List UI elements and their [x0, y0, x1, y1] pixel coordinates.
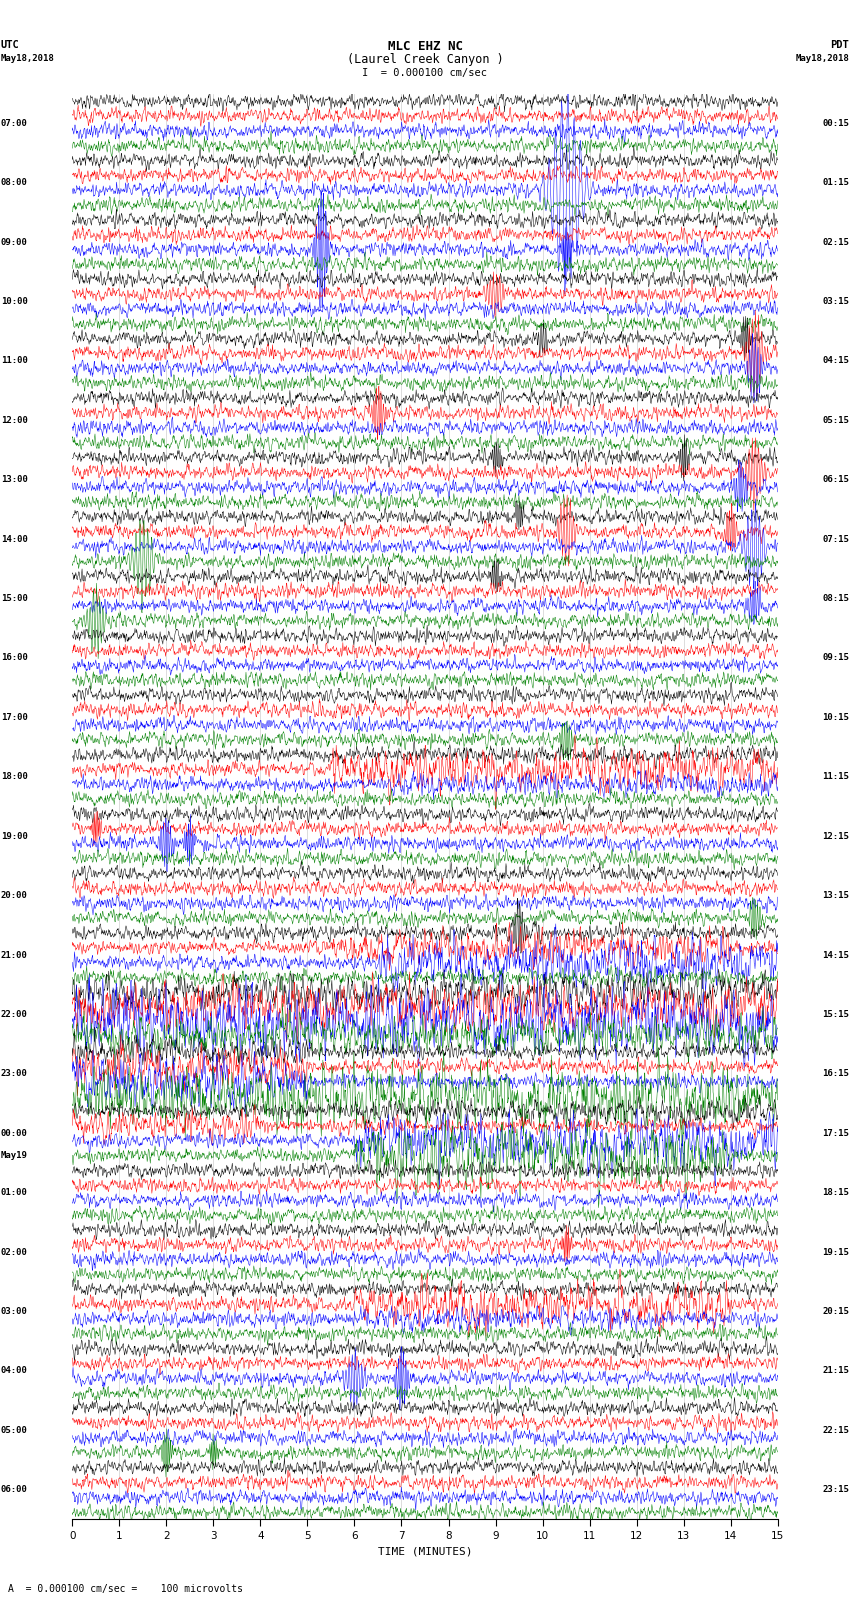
Text: 00:00: 00:00 [1, 1129, 28, 1137]
Text: 12:15: 12:15 [822, 832, 849, 840]
Text: 10:15: 10:15 [822, 713, 849, 723]
Text: 16:15: 16:15 [822, 1069, 849, 1079]
Text: A  = 0.000100 cm/sec =    100 microvolts: A = 0.000100 cm/sec = 100 microvolts [8, 1584, 243, 1594]
Text: 09:00: 09:00 [1, 237, 28, 247]
Text: 14:00: 14:00 [1, 534, 28, 544]
Text: 14:15: 14:15 [822, 950, 849, 960]
Text: 01:15: 01:15 [822, 177, 849, 187]
Text: 03:15: 03:15 [822, 297, 849, 306]
Text: 04:00: 04:00 [1, 1366, 28, 1376]
Text: 13:15: 13:15 [822, 890, 849, 900]
Text: 11:00: 11:00 [1, 356, 28, 366]
Text: PDT: PDT [830, 40, 849, 50]
Text: 20:00: 20:00 [1, 890, 28, 900]
Text: 08:15: 08:15 [822, 594, 849, 603]
Text: 01:00: 01:00 [1, 1189, 28, 1197]
Text: 16:00: 16:00 [1, 653, 28, 663]
Text: MLC EHZ NC: MLC EHZ NC [388, 40, 462, 53]
Text: 05:15: 05:15 [822, 416, 849, 424]
Text: 08:00: 08:00 [1, 177, 28, 187]
Text: 22:15: 22:15 [822, 1426, 849, 1436]
Text: 06:00: 06:00 [1, 1486, 28, 1494]
Text: 12:00: 12:00 [1, 416, 28, 424]
Text: 03:00: 03:00 [1, 1307, 28, 1316]
Text: 00:15: 00:15 [822, 119, 849, 127]
Text: 23:00: 23:00 [1, 1069, 28, 1079]
Text: 21:15: 21:15 [822, 1366, 849, 1376]
Text: 15:15: 15:15 [822, 1010, 849, 1019]
Text: 19:00: 19:00 [1, 832, 28, 840]
Text: 23:15: 23:15 [822, 1486, 849, 1494]
X-axis label: TIME (MINUTES): TIME (MINUTES) [377, 1547, 473, 1557]
Text: 10:00: 10:00 [1, 297, 28, 306]
Text: 07:00: 07:00 [1, 119, 28, 127]
Text: 15:00: 15:00 [1, 594, 28, 603]
Text: 20:15: 20:15 [822, 1307, 849, 1316]
Text: May18,2018: May18,2018 [796, 53, 849, 63]
Text: 17:15: 17:15 [822, 1129, 849, 1137]
Text: 09:15: 09:15 [822, 653, 849, 663]
Text: 18:15: 18:15 [822, 1189, 849, 1197]
Text: 21:00: 21:00 [1, 950, 28, 960]
Text: 06:15: 06:15 [822, 476, 849, 484]
Text: 13:00: 13:00 [1, 476, 28, 484]
Text: 22:00: 22:00 [1, 1010, 28, 1019]
Text: UTC: UTC [1, 40, 20, 50]
Text: May19: May19 [1, 1152, 28, 1160]
Text: (Laurel Creek Canyon ): (Laurel Creek Canyon ) [347, 53, 503, 66]
Text: 11:15: 11:15 [822, 773, 849, 781]
Text: 05:00: 05:00 [1, 1426, 28, 1436]
Text: 17:00: 17:00 [1, 713, 28, 723]
Text: 19:15: 19:15 [822, 1247, 849, 1257]
Text: I  = 0.000100 cm/sec: I = 0.000100 cm/sec [362, 68, 488, 77]
Text: 02:00: 02:00 [1, 1247, 28, 1257]
Text: 18:00: 18:00 [1, 773, 28, 781]
Text: 07:15: 07:15 [822, 534, 849, 544]
Text: 04:15: 04:15 [822, 356, 849, 366]
Text: 02:15: 02:15 [822, 237, 849, 247]
Text: May18,2018: May18,2018 [1, 53, 54, 63]
